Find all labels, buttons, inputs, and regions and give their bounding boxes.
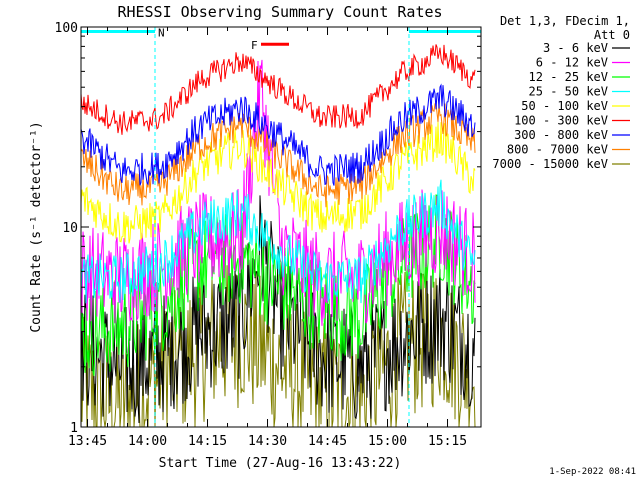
legend-label-6: 100 - 300 keV: [514, 114, 608, 128]
series-line-2: [81, 59, 476, 326]
legend-header-line-2: Att 0: [594, 28, 630, 42]
legend-label-2: 6 - 12 keV: [536, 56, 608, 70]
legend-label-9: 7000 - 15000 keV: [492, 157, 608, 171]
annotation-label-f: F: [251, 39, 258, 52]
y-tick-label: 100: [55, 21, 78, 36]
legend-label-3: 12 - 25 keV: [529, 70, 608, 84]
chart-title: RHESSI Observing Summary Count Rates: [117, 3, 442, 21]
legend-header-line-1: Det 1,3, FDecim 1,: [500, 14, 630, 28]
x-tick-label: 13:45: [68, 434, 107, 449]
legend-label-8: 800 - 7000 keV: [507, 143, 608, 157]
series-group: [81, 44, 476, 427]
axes: 1 10 100 13:45 14:00 14:15 14:30 14:45 15:00 15:1…: [55, 21, 482, 449]
y-axis-label: Count Rate (s⁻¹ detector⁻¹): [29, 121, 44, 332]
y-tick-label: 10: [62, 221, 78, 236]
x-tick-label: 14:30: [248, 434, 287, 449]
x-tick-label: 14:15: [188, 434, 227, 449]
y-tick-label: 1: [70, 421, 78, 436]
annotation-label-n: N: [158, 26, 165, 39]
x-tick-label: 14:00: [128, 434, 167, 449]
footer-timestamp: 1-Sep-2022 08:41: [549, 467, 636, 477]
plot-area: NF: [81, 26, 481, 427]
legend-label-4: 25 - 50 keV: [529, 85, 608, 99]
legend-label-7: 300 - 800 keV: [514, 128, 608, 142]
series-line-7: [81, 83, 476, 186]
x-tick-label: 14:45: [308, 434, 347, 449]
x-tick-label: 15:00: [368, 434, 407, 449]
series-line-8: [81, 103, 476, 208]
legend-label-5: 50 - 100 keV: [521, 99, 608, 113]
x-axis-label: Start Time (27-Aug-16 13:43:22): [159, 456, 402, 471]
x-tick-label: 15:15: [428, 434, 467, 449]
legend-label-1: 3 - 6 keV: [543, 41, 608, 55]
